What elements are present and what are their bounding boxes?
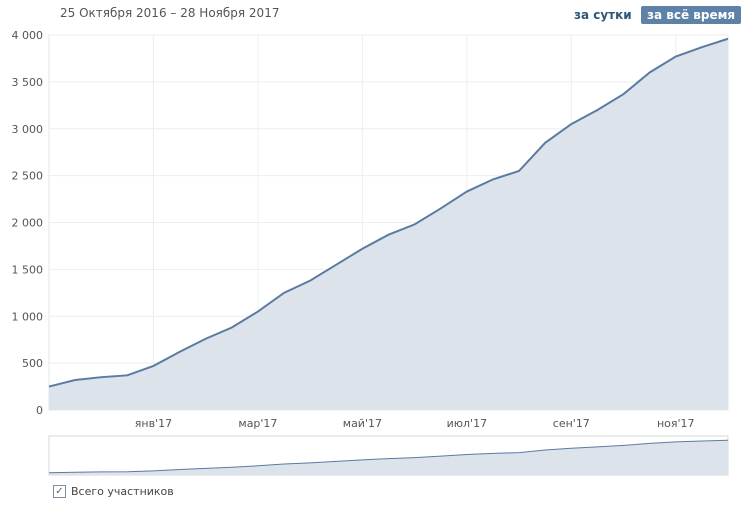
checkbox[interactable]: ✓	[53, 485, 66, 498]
y-tick-label: 3 000	[12, 123, 44, 136]
y-tick-label: 3 500	[12, 76, 44, 89]
y-tick-label: 1 000	[12, 310, 44, 323]
series-line	[48, 37, 729, 388]
navigator-area	[49, 440, 728, 475]
x-tick-label: сен'17	[553, 417, 590, 430]
chart: 0 500 1 000 1 500 2 000 2 500 3 000 3 500 4 000 я…	[12, 29, 729, 476]
x-tick-label: мар'17	[238, 417, 277, 430]
y-tick-label: 0	[36, 404, 43, 417]
date-range: 25 Октября 2016 – 28 Ноября 2017	[60, 6, 280, 20]
legend[interactable]: ✓ Всего участников	[53, 485, 174, 498]
x-tick-label: май'17	[343, 417, 382, 430]
y-tick-label: 2 500	[12, 170, 44, 183]
legend-label: Всего участников	[71, 485, 174, 498]
x-tick-label: ноя'17	[657, 417, 695, 430]
navigator-line	[48, 439, 729, 474]
period-button[interactable]: за сутки	[574, 8, 632, 22]
y-tick-label: 1 500	[12, 263, 44, 276]
y-tick-label: 4 000	[12, 29, 44, 42]
y-tick-label: 2 000	[12, 217, 44, 230]
y-tick-label: 500	[22, 357, 43, 370]
period-button[interactable]: за всё время	[641, 6, 742, 24]
series-area	[49, 38, 728, 410]
x-tick-label: июл'17	[447, 417, 487, 430]
x-tick-label: янв'17	[135, 417, 172, 430]
